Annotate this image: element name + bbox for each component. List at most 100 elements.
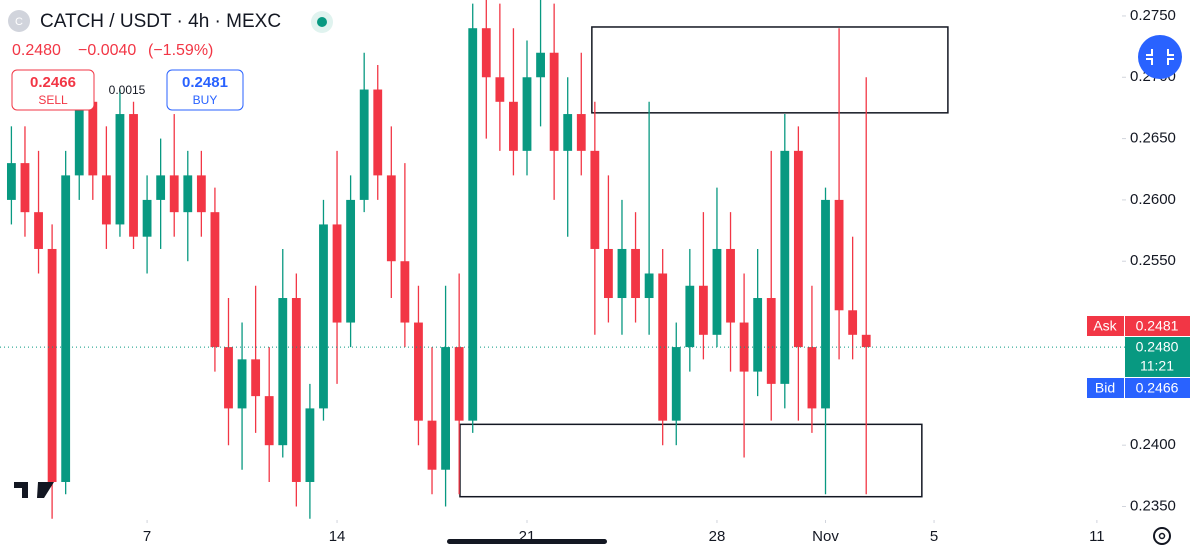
candle-body bbox=[753, 298, 763, 372]
candle-body bbox=[237, 359, 247, 409]
zone-box bbox=[591, 26, 949, 114]
candle-body bbox=[305, 408, 315, 482]
symbol-icon bbox=[8, 10, 30, 32]
candle-body bbox=[441, 347, 450, 470]
price-change: −0.0040 bbox=[78, 42, 136, 59]
candle-body bbox=[332, 224, 342, 323]
buy-button[interactable] bbox=[166, 69, 244, 111]
candle-body bbox=[454, 347, 464, 421]
candle-body bbox=[807, 347, 817, 409]
candle-body bbox=[685, 285, 695, 348]
candle-body bbox=[522, 77, 532, 151]
candle-body bbox=[834, 199, 844, 311]
candle-body bbox=[481, 28, 491, 78]
buy-price: 0.2481 bbox=[182, 74, 228, 91]
candle-body bbox=[291, 298, 301, 482]
candle-body bbox=[115, 114, 125, 225]
x-tick-label: 5 bbox=[930, 528, 938, 545]
candle-body bbox=[658, 273, 668, 421]
candle-body bbox=[427, 420, 437, 470]
candle-body bbox=[346, 199, 356, 323]
y-tick-label: 0.2350 bbox=[1130, 497, 1176, 514]
ask-price: 0.2481 bbox=[1136, 318, 1179, 334]
candle-body bbox=[264, 396, 274, 446]
candle-body bbox=[698, 285, 708, 335]
x-tick-label: 14 bbox=[329, 528, 346, 545]
candle-body bbox=[780, 150, 790, 384]
settings-icon[interactable] bbox=[1153, 527, 1171, 545]
candle-body bbox=[590, 150, 600, 249]
bid-price: 0.2466 bbox=[1136, 380, 1179, 396]
last-price-label: 0.2480 bbox=[1136, 339, 1179, 355]
candle-body bbox=[142, 199, 152, 237]
ask-price-tag bbox=[1125, 316, 1190, 336]
candle-body bbox=[183, 175, 193, 213]
sell-price: 0.2466 bbox=[30, 74, 76, 91]
candle-body bbox=[631, 248, 640, 299]
candle-body bbox=[549, 52, 559, 151]
price-change-pct: (−1.59%) bbox=[148, 42, 213, 59]
candle-body bbox=[6, 163, 16, 200]
candle-body bbox=[821, 199, 830, 409]
scroll-handle[interactable] bbox=[447, 539, 607, 544]
candle-body bbox=[101, 175, 111, 225]
ask-tag bbox=[1087, 316, 1124, 336]
candle-body bbox=[726, 248, 735, 323]
candle-body bbox=[793, 150, 803, 348]
candle-body bbox=[563, 114, 573, 151]
candle-body bbox=[319, 224, 328, 409]
candle-body bbox=[576, 114, 586, 151]
market-status-dot bbox=[317, 17, 327, 27]
candle-body bbox=[386, 175, 396, 262]
bid-label: Bid bbox=[1095, 380, 1115, 396]
candle-body bbox=[210, 212, 220, 348]
candle-body bbox=[129, 114, 138, 237]
candle-body bbox=[373, 89, 383, 176]
symbol-icon-letter: C bbox=[15, 16, 23, 28]
candle-body bbox=[861, 334, 871, 348]
x-tick-label: 7 bbox=[143, 528, 151, 545]
candle-body bbox=[604, 248, 613, 299]
candle-body bbox=[848, 310, 858, 335]
candle-body bbox=[414, 322, 423, 421]
candle-body bbox=[671, 347, 681, 421]
fullscreen-icon bbox=[1146, 49, 1174, 65]
candle-body bbox=[74, 101, 84, 176]
candle-body bbox=[509, 101, 518, 151]
symbol-title[interactable]: CATCH / USDT · 4h · MEXC bbox=[40, 11, 281, 32]
last-price-tag bbox=[1125, 337, 1190, 377]
buy-label: BUY bbox=[193, 93, 218, 107]
bid-price-tag bbox=[1125, 378, 1190, 398]
x-tick-label: 11 bbox=[1089, 528, 1105, 545]
sell-label: SELL bbox=[38, 93, 68, 107]
candle-body bbox=[495, 77, 505, 102]
zone-box bbox=[459, 423, 923, 498]
x-tick-label: 28 bbox=[709, 528, 726, 545]
last-price: 0.2480 bbox=[12, 42, 61, 59]
fullscreen-button[interactable] bbox=[1138, 35, 1182, 79]
settings-icon-center bbox=[1158, 532, 1166, 540]
spread: 0.0015 bbox=[109, 83, 146, 97]
candle-body bbox=[400, 261, 410, 323]
candle-body bbox=[20, 163, 30, 213]
candle-body bbox=[766, 298, 776, 384]
candle-body bbox=[224, 347, 233, 409]
candle-body bbox=[196, 175, 206, 213]
candle-body bbox=[61, 175, 71, 482]
candle-body bbox=[536, 52, 545, 78]
candle-body bbox=[617, 248, 627, 299]
y-tick-label: 0.2750 bbox=[1130, 7, 1176, 24]
candle-body bbox=[251, 359, 261, 397]
countdown: 11:21 bbox=[1140, 358, 1174, 374]
candle-body bbox=[468, 28, 478, 421]
candle-body bbox=[359, 89, 369, 200]
y-tick-label: 0.2550 bbox=[1130, 252, 1176, 269]
candle-body bbox=[712, 248, 722, 335]
sell-button[interactable] bbox=[11, 69, 95, 111]
candle-body bbox=[47, 248, 57, 482]
candle-body bbox=[88, 101, 98, 176]
candle-body bbox=[169, 175, 179, 213]
candle-body bbox=[278, 298, 288, 446]
